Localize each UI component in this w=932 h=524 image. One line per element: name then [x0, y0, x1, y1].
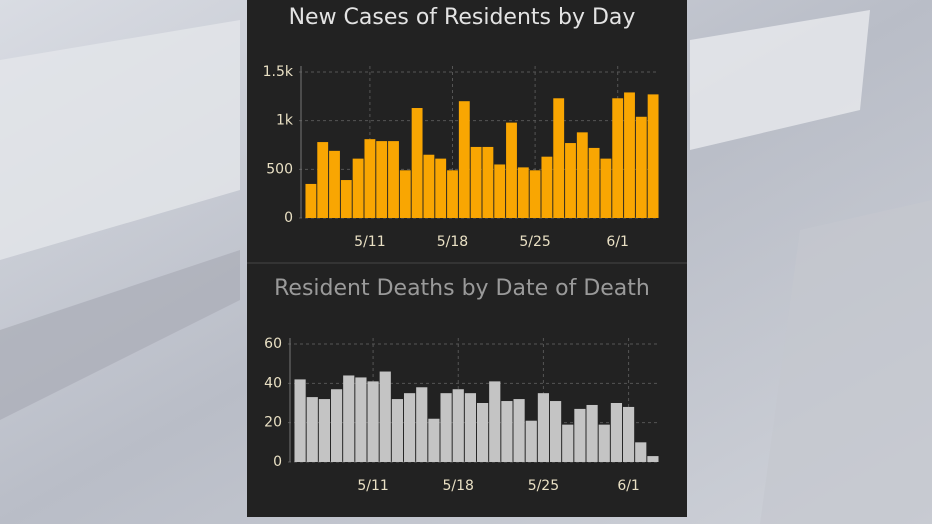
- bar: [355, 377, 367, 462]
- background-shape: [0, 20, 240, 260]
- bar: [635, 442, 647, 462]
- bar: [517, 167, 529, 218]
- bar: [423, 154, 435, 218]
- bar: [553, 98, 565, 218]
- x-tick-label: 5/25: [528, 478, 559, 494]
- bar: [318, 399, 331, 462]
- y-tick-label: 20: [264, 415, 282, 431]
- x-tick-label: 5/25: [519, 234, 550, 250]
- bar: [489, 381, 501, 462]
- bar: [447, 170, 458, 218]
- bar: [537, 393, 550, 462]
- bar: [428, 418, 440, 462]
- bar: [440, 393, 452, 462]
- bar: [501, 401, 513, 462]
- bar: [600, 158, 612, 218]
- bar: [379, 371, 391, 462]
- background-shape: [0, 250, 240, 420]
- bar: [525, 420, 537, 462]
- background-shape: [690, 10, 870, 150]
- bar: [612, 98, 624, 218]
- bar: [305, 183, 317, 218]
- bar: [330, 389, 343, 462]
- bar: [598, 424, 610, 462]
- bar: [586, 404, 598, 462]
- background-shape: [760, 200, 932, 524]
- bar: [476, 403, 489, 462]
- bar: [624, 92, 635, 218]
- bar: [610, 403, 623, 462]
- bar: [622, 406, 635, 462]
- bar: [574, 408, 586, 462]
- bar: [294, 379, 306, 462]
- bar: [435, 158, 447, 218]
- x-tick-label: 6/1: [617, 478, 640, 494]
- bar: [416, 387, 428, 462]
- bar: [529, 170, 541, 218]
- bar: [494, 164, 506, 218]
- x-tick-label: 5/11: [354, 234, 385, 250]
- chart-title: New Cases of Residents by Day: [289, 5, 636, 30]
- bar: [562, 424, 574, 462]
- bar: [464, 393, 477, 462]
- y-tick-label: 60: [264, 336, 282, 352]
- bar: [647, 456, 659, 462]
- bar: [549, 401, 562, 462]
- bar: [352, 158, 364, 218]
- y-tick-label: 1k: [276, 113, 294, 129]
- bar: [541, 156, 553, 218]
- y-tick-label: 0: [284, 210, 293, 226]
- bar: [506, 122, 517, 218]
- bar: [306, 397, 318, 462]
- bar: [391, 399, 404, 462]
- bar: [635, 116, 647, 218]
- x-tick-label: 6/1: [606, 234, 629, 250]
- y-tick-label: 1.5k: [263, 64, 294, 80]
- bar: [403, 393, 416, 462]
- bar: [565, 143, 576, 218]
- bar: [388, 141, 399, 218]
- bar: [367, 381, 379, 462]
- y-tick-label: 40: [264, 375, 282, 391]
- bar: [458, 101, 470, 218]
- x-tick-label: 5/18: [437, 234, 468, 250]
- bar: [411, 108, 423, 218]
- bar: [364, 139, 376, 218]
- y-tick-label: 500: [266, 161, 293, 177]
- bar: [329, 150, 340, 218]
- bar: [588, 147, 600, 218]
- x-tick-label: 5/11: [357, 478, 388, 494]
- chart-title: Resident Deaths by Date of Death: [274, 276, 650, 301]
- bar: [647, 94, 659, 218]
- bar: [376, 141, 388, 218]
- bar: [343, 375, 355, 462]
- y-tick-label: 0: [273, 454, 282, 470]
- bar: [317, 142, 329, 218]
- bar: [513, 399, 525, 462]
- bar: [576, 132, 588, 218]
- x-tick-label: 5/18: [443, 478, 474, 494]
- bar: [340, 180, 352, 218]
- bar: [399, 170, 411, 218]
- bar: [452, 389, 464, 462]
- bar: [470, 146, 482, 218]
- bar: [482, 146, 494, 218]
